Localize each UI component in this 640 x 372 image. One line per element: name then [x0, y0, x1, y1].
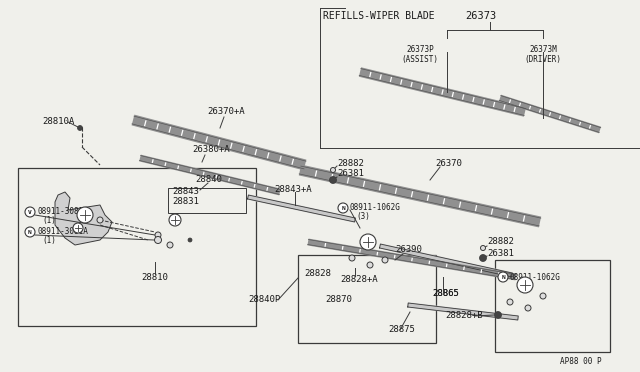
Circle shape — [517, 277, 533, 293]
Circle shape — [97, 217, 103, 223]
Text: 28828+B: 28828+B — [445, 311, 483, 321]
Circle shape — [330, 167, 335, 173]
Circle shape — [382, 257, 388, 263]
Circle shape — [349, 255, 355, 261]
Polygon shape — [55, 192, 112, 245]
Text: 08911-1062G: 08911-1062G — [510, 273, 561, 282]
Text: 28865: 28865 — [432, 289, 459, 298]
Text: 28870: 28870 — [325, 295, 352, 305]
Text: 26373: 26373 — [465, 11, 496, 21]
Bar — [298, 255, 436, 343]
Text: 28882: 28882 — [487, 237, 514, 247]
Text: 08911-3081A: 08911-3081A — [37, 228, 88, 237]
Circle shape — [25, 227, 35, 237]
Circle shape — [77, 207, 93, 223]
Text: 26373P
(ASSIST): 26373P (ASSIST) — [401, 45, 438, 64]
Text: 26373M
(DRIVER): 26373M (DRIVER) — [525, 45, 561, 64]
Circle shape — [367, 262, 373, 268]
Circle shape — [525, 305, 531, 311]
Circle shape — [25, 207, 35, 217]
Circle shape — [154, 237, 161, 244]
Circle shape — [481, 246, 486, 250]
Text: 26381: 26381 — [337, 170, 364, 179]
Text: 28828+A: 28828+A — [340, 276, 378, 285]
Circle shape — [167, 242, 173, 248]
Bar — [168, 188, 246, 213]
Text: 28810A: 28810A — [42, 118, 74, 126]
Text: REFILLS-WIPER BLADE: REFILLS-WIPER BLADE — [323, 11, 435, 21]
Circle shape — [155, 232, 161, 238]
Text: 26380+A: 26380+A — [192, 145, 230, 154]
Circle shape — [73, 223, 83, 233]
Text: N: N — [341, 206, 345, 211]
Circle shape — [338, 203, 348, 213]
Text: (3): (3) — [356, 212, 370, 221]
Circle shape — [507, 299, 513, 305]
Circle shape — [169, 214, 181, 226]
Text: 28875: 28875 — [388, 326, 415, 334]
Text: 08911-3081A: 08911-3081A — [37, 208, 88, 217]
Text: N: N — [28, 230, 32, 235]
Polygon shape — [248, 195, 355, 222]
Bar — [495, 260, 610, 352]
Text: AP88 00 P: AP88 00 P — [561, 357, 602, 366]
Text: 08911-1062G: 08911-1062G — [350, 203, 401, 212]
Text: 26381: 26381 — [487, 248, 514, 257]
Circle shape — [498, 272, 508, 282]
Circle shape — [77, 125, 83, 131]
Polygon shape — [380, 244, 513, 277]
Text: 26370+A: 26370+A — [207, 108, 244, 116]
Circle shape — [479, 254, 486, 262]
Text: N: N — [501, 275, 505, 280]
Circle shape — [330, 176, 337, 183]
Circle shape — [360, 234, 376, 250]
Text: 28843+A: 28843+A — [274, 185, 312, 193]
Text: (3): (3) — [516, 280, 530, 289]
Text: 28831: 28831 — [172, 198, 199, 206]
Text: 28882: 28882 — [337, 158, 364, 167]
Text: 26390: 26390 — [395, 246, 422, 254]
Circle shape — [188, 238, 192, 242]
Text: (1): (1) — [42, 235, 56, 244]
Text: V: V — [28, 210, 32, 215]
Text: 28828: 28828 — [304, 269, 331, 278]
Text: (1): (1) — [42, 215, 56, 224]
Text: 28840: 28840 — [195, 176, 222, 185]
Text: 26370: 26370 — [435, 158, 462, 167]
Text: 28840P: 28840P — [248, 295, 280, 305]
Text: 28810: 28810 — [141, 273, 168, 282]
Circle shape — [495, 311, 502, 318]
Bar — [18, 168, 256, 326]
Text: 28843: 28843 — [172, 187, 199, 196]
Circle shape — [540, 293, 546, 299]
Text: 28865: 28865 — [432, 289, 459, 298]
Polygon shape — [408, 303, 518, 320]
